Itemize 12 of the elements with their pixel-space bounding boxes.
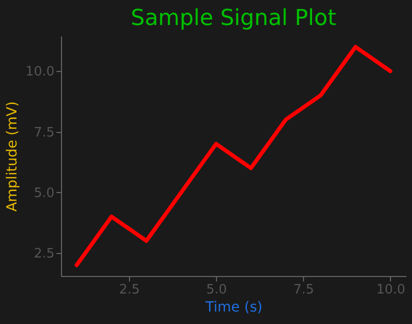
x-tick-label: 10.0 — [376, 282, 406, 298]
x-tick-label: 2.5 — [119, 282, 140, 298]
x-axis-title: Time (s) — [204, 300, 262, 316]
x-tick-label: 7.5 — [293, 282, 314, 298]
x-tick-label: 5.0 — [206, 282, 227, 298]
y-tick-label: 7.5 — [34, 125, 54, 140]
y-tick-label: 2.5 — [34, 246, 54, 262]
y-axis-title: Amplitude (mV) — [4, 101, 21, 212]
line-series — [74, 44, 392, 268]
chart-title: Sample Signal Plot — [130, 6, 337, 31]
y-tick-label: 5.0 — [34, 186, 54, 201]
y-tick-label: 10.0 — [26, 64, 54, 80]
